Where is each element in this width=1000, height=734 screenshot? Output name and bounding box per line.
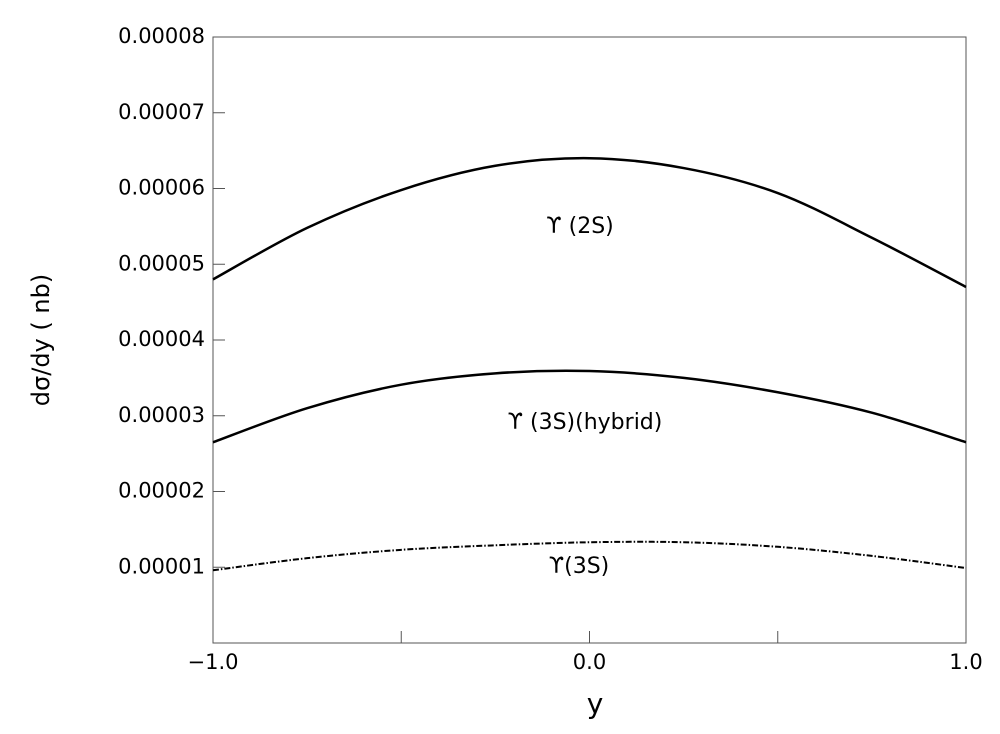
- y-tick-label: 0.00008: [118, 24, 205, 48]
- series-label: ϒ (3S)(hybrid): [508, 410, 663, 435]
- x-axis-label: y: [587, 687, 604, 720]
- series-line: [212, 156, 967, 289]
- series-label: ϒ (2S): [546, 214, 614, 239]
- x-tick-label: 0.0: [573, 650, 606, 674]
- series-label: ϒ(3S): [549, 554, 610, 579]
- x-tick-label: −1.0: [188, 650, 239, 674]
- plot-frame: [212, 36, 967, 644]
- y-tick-label: 0.00007: [118, 100, 205, 124]
- series-line: [212, 369, 967, 444]
- y-tick-label: 0.00006: [118, 176, 205, 200]
- series-line: [212, 540, 967, 572]
- y-tick-label: 0.00005: [118, 251, 205, 275]
- y-tick-label: 0.00001: [118, 554, 205, 578]
- y-tick-label: 0.00002: [118, 479, 205, 503]
- y-tick-label: 0.00004: [118, 327, 205, 351]
- y-axis-label: dσ/dy ( nb): [27, 274, 55, 406]
- x-tick-label: 1.0: [949, 650, 982, 674]
- y-tick-label: 0.00003: [118, 403, 205, 427]
